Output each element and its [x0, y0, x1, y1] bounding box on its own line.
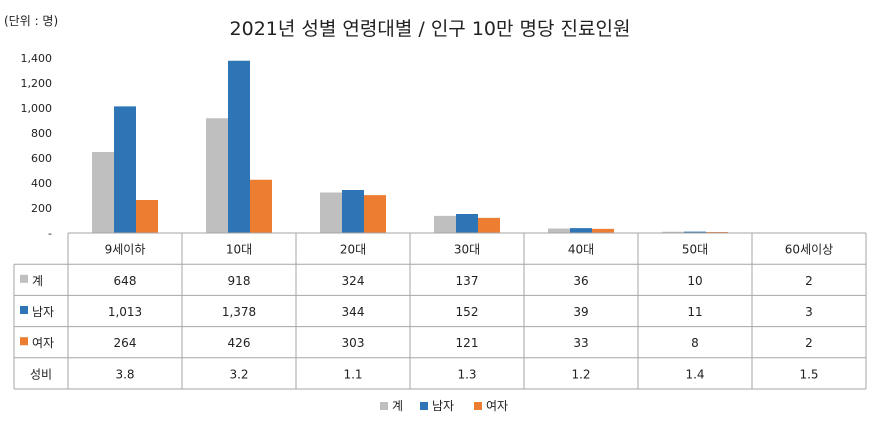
bar: [114, 106, 136, 233]
category-label: 30대: [454, 243, 480, 257]
data-label: 1.1: [343, 367, 362, 381]
data-label: 36: [573, 274, 588, 288]
data-label: 1.5: [799, 367, 818, 381]
bar: [92, 152, 114, 233]
data-label: 426: [228, 336, 251, 350]
data-label: 1.4: [685, 367, 704, 381]
data-label: 33: [573, 336, 588, 350]
legend-swatch: [380, 402, 388, 410]
series-key-swatch: [20, 306, 28, 314]
data-label: 303: [342, 336, 365, 350]
bar: [548, 228, 570, 233]
y-tick-label: 200: [31, 202, 52, 215]
bar: [206, 118, 228, 233]
bar: [320, 192, 342, 233]
chart-title: 2021년 성별 연령대별 / 인구 10만 명당 진료인원: [230, 18, 631, 40]
data-label: 121: [456, 336, 479, 350]
data-label: 3.2: [229, 367, 248, 381]
data-label: 3.8: [115, 367, 134, 381]
legend-label: 계: [392, 399, 403, 413]
data-label: 324: [342, 274, 365, 288]
bar: [136, 200, 158, 233]
bar: [570, 228, 592, 233]
bar: [684, 231, 706, 233]
legend: 계 남자 여자: [380, 399, 508, 413]
y-axis: - 200 400 600 800 1,000 1,200 1,400: [21, 52, 53, 240]
legend-swatch: [420, 402, 428, 410]
legend-label: 남자: [432, 399, 454, 413]
data-label: 10: [687, 274, 702, 288]
bar: [478, 217, 500, 233]
legend-label: 여자: [486, 399, 508, 413]
data-label: 11: [687, 305, 702, 319]
series-key-swatch: [20, 274, 28, 283]
legend-swatch: [474, 402, 482, 410]
category-label: 10대: [226, 243, 252, 257]
data-label: 1.2: [571, 367, 590, 381]
data-label: 2: [805, 274, 813, 288]
bar: [364, 195, 386, 233]
row-header: 계: [32, 274, 43, 288]
data-label: 648: [114, 274, 137, 288]
y-tick-label: -: [48, 227, 52, 240]
data-label: 1.3: [457, 367, 476, 381]
bar: [250, 179, 272, 233]
bars: [92, 60, 842, 234]
data-label: 344: [342, 305, 365, 319]
y-tick-label: 1,400: [21, 52, 53, 65]
data-label: 8: [691, 336, 699, 350]
data-label: 137: [456, 274, 479, 288]
series-key-swatch: [20, 337, 28, 346]
y-tick-label: 800: [31, 127, 52, 140]
bar: [662, 231, 684, 233]
row-header: 남자: [32, 305, 54, 319]
bar: [228, 60, 250, 233]
data-label: 2: [805, 336, 813, 350]
data-label: 1,013: [108, 305, 142, 319]
data-label: 918: [228, 274, 251, 288]
row-header: 성비: [30, 367, 52, 381]
data-label: 1,378: [222, 305, 256, 319]
bar: [434, 215, 456, 233]
category-label: 40대: [568, 243, 594, 257]
bar: [592, 228, 614, 233]
category-label: 20대: [340, 243, 366, 257]
bar: [456, 214, 478, 233]
data-label: 39: [573, 305, 588, 319]
bar: [342, 190, 364, 233]
category-label: 60세이상: [785, 243, 833, 257]
unit-label: (단위 : 명): [4, 14, 58, 28]
row-header: 여자: [32, 336, 54, 350]
category-label: 50대: [682, 243, 708, 257]
y-tick-label: 1,200: [21, 77, 53, 90]
y-tick-label: 400: [31, 177, 52, 190]
y-tick-label: 1,000: [21, 102, 53, 115]
y-tick-label: 600: [31, 152, 52, 165]
data-label: 264: [114, 336, 137, 350]
data-label: 152: [456, 305, 479, 319]
data-label: 3: [805, 305, 813, 319]
category-label: 9세이하: [105, 243, 146, 257]
